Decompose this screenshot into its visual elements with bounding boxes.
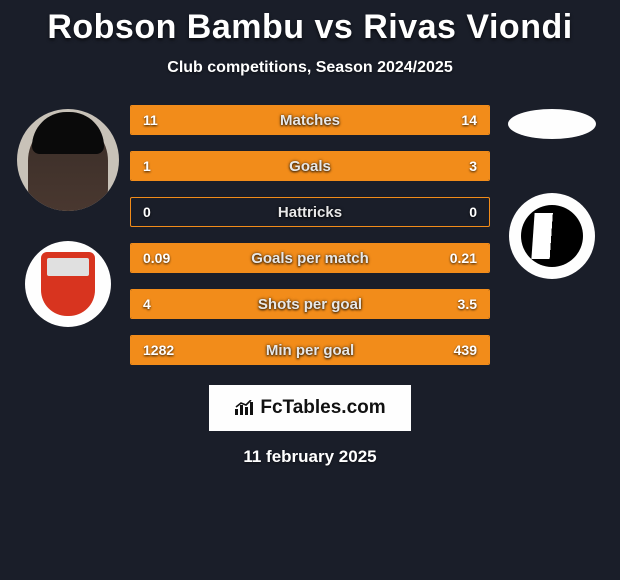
stat-label: Min per goal: [131, 342, 489, 359]
stat-row: 0.090.21Goals per match: [130, 243, 490, 273]
stat-row: 13Goals: [130, 151, 490, 181]
player1-column: [8, 105, 128, 327]
stat-label: Goals: [131, 158, 489, 175]
stat-label: Matches: [131, 112, 489, 129]
stat-label: Hattricks: [131, 204, 489, 221]
main-row: 1114Matches 13Goals 00Hattricks 0.090.21Goa…: [0, 105, 620, 381]
footer-date: 11 february 2025: [0, 447, 620, 467]
player1-club-badge: [25, 241, 111, 327]
player2-club-badge: [509, 193, 595, 279]
player2-column: [492, 105, 612, 279]
player2-photo: [508, 109, 596, 139]
page-title: Robson Bambu vs Rivas Viondi: [0, 8, 620, 47]
watermark-text: FcTables.com: [260, 397, 385, 419]
stat-row: 1114Matches: [130, 105, 490, 135]
stat-bars: 1114Matches 13Goals 00Hattricks 0.090.21Goa…: [128, 105, 492, 381]
club-shield-icon: [41, 252, 95, 316]
stat-row: 43.5Shots per goal: [130, 289, 490, 319]
player1-photo: [17, 109, 119, 211]
club-shield-icon: [521, 205, 583, 267]
stat-row: 00Hattricks: [130, 197, 490, 227]
stat-label: Goals per match: [131, 250, 489, 267]
chart-icon: [234, 400, 254, 416]
subtitle: Club competitions, Season 2024/2025: [0, 59, 620, 77]
watermark: FcTables.com: [209, 385, 411, 431]
stat-label: Shots per goal: [131, 296, 489, 313]
stat-row: 1282439Min per goal: [130, 335, 490, 365]
comparison-card: Robson Bambu vs Rivas Viondi Club compet…: [0, 0, 620, 467]
face-placeholder-icon: [28, 124, 108, 211]
